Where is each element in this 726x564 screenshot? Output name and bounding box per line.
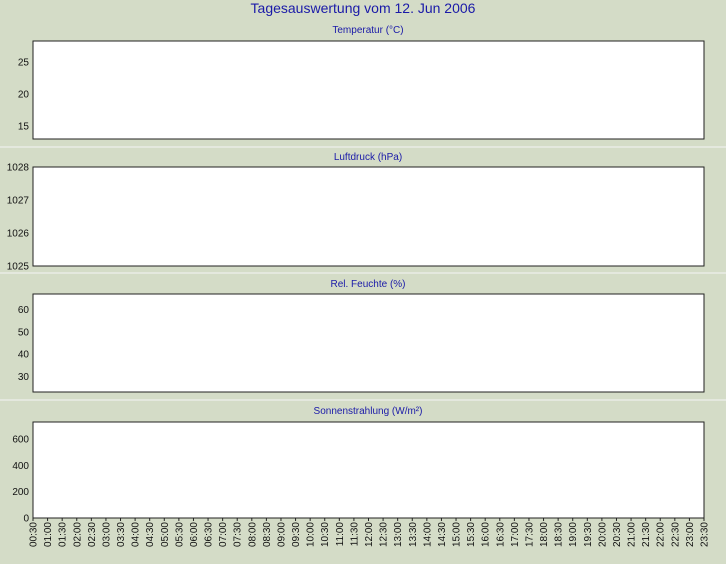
x-tick-label: 18:00 xyxy=(539,522,550,547)
x-tick-label: 20:00 xyxy=(597,522,608,547)
x-tick-label: 07:30 xyxy=(233,522,244,547)
x-tick-label: 00:30 xyxy=(29,522,40,547)
x-tick-label: 07:00 xyxy=(218,522,229,547)
x-tick-label: 11:30 xyxy=(349,522,360,547)
y-tick-label: 0 xyxy=(23,514,29,525)
y-tick-label: 60 xyxy=(18,305,30,316)
x-tick-label: 10:00 xyxy=(306,522,317,547)
plot-frame xyxy=(32,293,705,393)
x-tick-label: 03:30 xyxy=(116,522,127,547)
x-tick-label: 06:00 xyxy=(189,522,200,547)
plot-frame xyxy=(32,421,705,519)
x-tick-label: 23:00 xyxy=(685,522,696,547)
x-tick-label: 21:00 xyxy=(627,522,638,547)
x-tick-label: 18:30 xyxy=(554,522,565,547)
x-tick-label: 19:00 xyxy=(568,522,579,547)
x-tick-label: 02:30 xyxy=(87,522,98,547)
x-tick-label: 14:30 xyxy=(437,522,448,547)
y-tick-label: 1026 xyxy=(7,229,30,240)
x-tick-label: 10:30 xyxy=(320,522,331,547)
panel-1: Temperatur (°C) 15 20 25 xyxy=(18,25,705,140)
x-tick-label: 03:00 xyxy=(101,522,112,547)
x-tick-label: 01:30 xyxy=(58,522,69,547)
x-tick-label: 17:00 xyxy=(510,522,521,547)
x-tick-label: 13:30 xyxy=(408,522,419,547)
x-tick-label: 04:30 xyxy=(145,522,156,547)
x-tick-label: 16:30 xyxy=(495,522,506,547)
y-tick-label: 15 xyxy=(18,122,30,133)
x-tick-label: 08:30 xyxy=(262,522,273,547)
panel-title: Luftdruck (hPa) xyxy=(334,152,402,163)
x-tick-label: 09:00 xyxy=(277,522,288,547)
panel-2: Luftdruck (hPa) 1025 1026 1027 1028 xyxy=(7,152,705,273)
x-tick-label: 09:30 xyxy=(291,522,302,547)
y-tick-label: 30 xyxy=(18,372,30,383)
y-tick-label: 200 xyxy=(12,487,29,498)
x-tick-label: 01:00 xyxy=(43,522,54,547)
plot-frame xyxy=(32,166,705,267)
y-tick-label: 25 xyxy=(18,58,30,69)
x-tick-label: 02:00 xyxy=(72,522,83,547)
panel-4: Sonnenstrahlung (W/m²) 0 200 400 600 xyxy=(12,406,705,525)
y-tick-label: 1028 xyxy=(7,163,30,174)
x-tick-label: 05:00 xyxy=(160,522,171,547)
y-tick-label: 1027 xyxy=(7,196,30,207)
y-tick-label: 50 xyxy=(18,327,30,338)
x-tick-label: 04:00 xyxy=(131,522,142,547)
panel-3: Rel. Feuchte (%) 30 40 50 60 xyxy=(18,279,705,393)
y-tick-label: 40 xyxy=(18,350,30,361)
x-tick-label: 23:30 xyxy=(700,522,711,547)
x-tick-label: 22:30 xyxy=(670,522,681,547)
panel-title: Rel. Feuchte (%) xyxy=(330,279,405,290)
x-tick-label: 17:30 xyxy=(525,522,536,547)
y-tick-label: 20 xyxy=(18,90,30,101)
x-tick-label: 19:30 xyxy=(583,522,594,547)
x-tick-label: 14:00 xyxy=(422,522,433,547)
plot-frame xyxy=(32,40,705,140)
y-tick-label: 1025 xyxy=(7,262,30,273)
x-tick-label: 21:30 xyxy=(641,522,652,547)
x-tick-label: 16:00 xyxy=(481,522,492,547)
x-tick-label: 05:30 xyxy=(174,522,185,547)
x-tick-label: 20:30 xyxy=(612,522,623,547)
x-tick-label: 12:30 xyxy=(379,522,390,547)
x-tick-label: 15:30 xyxy=(466,522,477,547)
x-tick-label: 11:00 xyxy=(335,522,346,547)
panel-title: Sonnenstrahlung (W/m²) xyxy=(314,406,423,417)
x-tick-label: 15:00 xyxy=(452,522,463,547)
panel-title: Temperatur (°C) xyxy=(332,25,403,36)
x-tick-label: 06:30 xyxy=(204,522,215,547)
chart-title: Tagesauswertung vom 12. Jun 2006 xyxy=(251,0,476,16)
x-tick-label: 13:00 xyxy=(393,522,404,547)
y-tick-label: 600 xyxy=(12,435,29,446)
x-tick-label: 12:00 xyxy=(364,522,375,547)
y-tick-label: 400 xyxy=(12,461,29,472)
x-tick-label: 22:00 xyxy=(656,522,667,547)
x-tick-label: 08:00 xyxy=(247,522,258,547)
